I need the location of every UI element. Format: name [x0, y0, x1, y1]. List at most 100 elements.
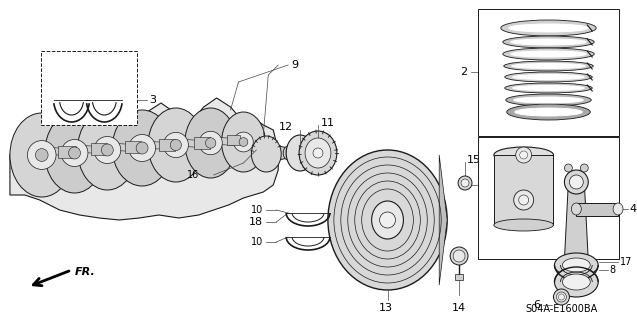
Circle shape: [513, 190, 534, 210]
Text: 2: 2: [460, 67, 467, 77]
Ellipse shape: [185, 108, 236, 178]
Ellipse shape: [504, 61, 593, 71]
Circle shape: [519, 195, 529, 205]
Circle shape: [129, 134, 155, 162]
Text: 16: 16: [187, 170, 199, 180]
Ellipse shape: [494, 219, 554, 231]
Circle shape: [450, 247, 468, 265]
Circle shape: [69, 147, 80, 159]
Polygon shape: [263, 146, 288, 162]
Text: S04A-E1600BA: S04A-E1600BA: [526, 304, 598, 314]
Polygon shape: [494, 155, 554, 225]
Polygon shape: [107, 143, 142, 152]
Ellipse shape: [554, 253, 598, 277]
Circle shape: [461, 179, 469, 187]
Polygon shape: [159, 139, 175, 151]
Circle shape: [559, 294, 564, 300]
Circle shape: [554, 289, 569, 305]
Ellipse shape: [494, 147, 554, 163]
Ellipse shape: [78, 110, 137, 190]
Ellipse shape: [562, 258, 590, 272]
Text: 6: 6: [534, 300, 541, 310]
Circle shape: [136, 142, 148, 154]
Circle shape: [453, 250, 465, 262]
Text: 9: 9: [291, 60, 298, 70]
Polygon shape: [92, 143, 107, 155]
Polygon shape: [57, 146, 76, 158]
Text: 8: 8: [609, 250, 615, 260]
Text: 1: 1: [460, 180, 467, 190]
Circle shape: [27, 140, 56, 169]
Polygon shape: [42, 147, 75, 156]
Ellipse shape: [512, 63, 585, 68]
Ellipse shape: [283, 146, 293, 160]
Ellipse shape: [501, 20, 596, 36]
Circle shape: [206, 138, 216, 148]
Text: 3: 3: [149, 95, 156, 105]
Text: 15: 15: [467, 155, 481, 165]
Circle shape: [580, 164, 588, 172]
Ellipse shape: [112, 110, 172, 186]
Ellipse shape: [503, 48, 594, 60]
Polygon shape: [125, 141, 141, 153]
Polygon shape: [142, 141, 176, 150]
Polygon shape: [576, 203, 618, 216]
Circle shape: [234, 132, 254, 152]
Ellipse shape: [562, 274, 590, 290]
Circle shape: [94, 137, 121, 164]
Circle shape: [569, 175, 583, 189]
Ellipse shape: [507, 104, 590, 120]
Ellipse shape: [10, 113, 73, 197]
Polygon shape: [564, 182, 588, 260]
Circle shape: [170, 140, 182, 151]
Polygon shape: [10, 98, 278, 220]
Text: 13: 13: [378, 303, 392, 313]
Ellipse shape: [571, 203, 582, 215]
Text: 14: 14: [452, 303, 466, 313]
Polygon shape: [439, 155, 447, 285]
Ellipse shape: [505, 72, 592, 82]
Ellipse shape: [505, 83, 592, 93]
Circle shape: [516, 147, 532, 163]
Circle shape: [557, 292, 566, 302]
Text: 10: 10: [251, 237, 263, 247]
Text: 4: 4: [629, 204, 636, 214]
Text: 18: 18: [249, 217, 263, 227]
Text: 5: 5: [545, 160, 552, 170]
Ellipse shape: [513, 75, 584, 79]
Text: 8: 8: [609, 265, 615, 275]
Ellipse shape: [305, 138, 331, 168]
Polygon shape: [455, 274, 463, 280]
Text: 10: 10: [251, 205, 263, 215]
Circle shape: [239, 138, 248, 147]
Circle shape: [61, 140, 88, 166]
Circle shape: [313, 148, 323, 158]
Ellipse shape: [509, 24, 588, 32]
FancyBboxPatch shape: [478, 137, 619, 259]
Circle shape: [458, 176, 472, 190]
Circle shape: [380, 212, 396, 228]
Circle shape: [199, 131, 222, 155]
Ellipse shape: [328, 150, 447, 290]
Ellipse shape: [299, 131, 337, 175]
Ellipse shape: [506, 94, 591, 106]
Circle shape: [36, 148, 48, 161]
FancyBboxPatch shape: [478, 9, 619, 136]
Polygon shape: [227, 135, 241, 145]
Ellipse shape: [511, 51, 586, 57]
Ellipse shape: [222, 112, 266, 172]
Text: 7: 7: [536, 243, 543, 253]
Text: 11: 11: [321, 118, 335, 128]
Text: FR.: FR.: [75, 267, 96, 277]
Circle shape: [564, 164, 573, 172]
Ellipse shape: [503, 36, 594, 48]
Polygon shape: [194, 137, 210, 149]
Ellipse shape: [515, 108, 582, 116]
Circle shape: [564, 170, 588, 194]
Ellipse shape: [45, 113, 104, 193]
Circle shape: [101, 144, 113, 156]
Ellipse shape: [252, 136, 281, 172]
Circle shape: [163, 132, 189, 158]
Ellipse shape: [613, 203, 623, 215]
Polygon shape: [211, 137, 243, 146]
